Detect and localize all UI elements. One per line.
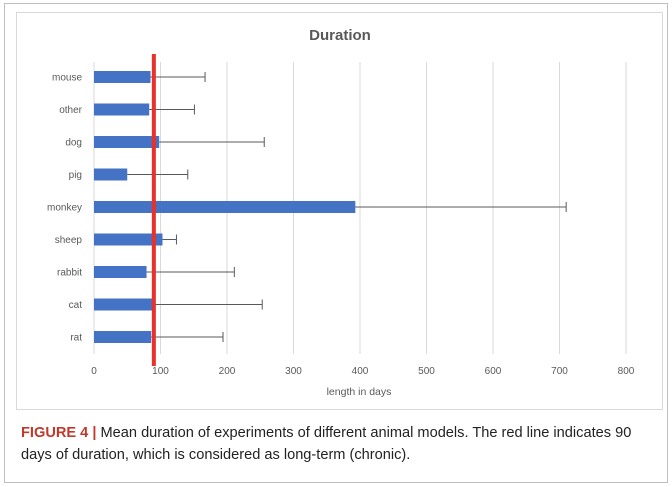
bar [94,266,147,278]
category-label: other [59,105,82,116]
bar [94,201,356,213]
bar [94,136,160,148]
caption-label: FIGURE 4 | [21,425,97,441]
category-label: rat [70,333,82,344]
bar [94,298,154,311]
category-label: mouse [52,73,82,84]
x-tick-label: 400 [352,366,369,377]
x-tick-label: 500 [418,366,435,377]
x-tick-label: 800 [618,366,635,377]
error-bars [127,72,567,342]
category-label: cat [69,300,83,311]
chart-area [16,12,663,410]
bar [94,331,152,343]
category-label: dog [65,138,82,149]
x-tick-label: 0 [91,366,97,377]
x-tick-label: 600 [485,366,502,377]
bar [94,103,150,116]
category-label: monkey [47,203,82,214]
x-tick-label: 700 [551,366,568,377]
x-tick-label: 100 [152,366,169,377]
category-label: sheep [55,235,83,246]
x-tick-label: 300 [285,366,302,377]
bar [94,71,151,83]
x-axis-label: length in days [327,386,392,398]
x-tick-labels: 0 100 200 300 400 500 600 700 800 [91,366,635,377]
bars [94,71,356,343]
chart-title: Duration [309,27,371,44]
category-labels: mouse other dog pig monkey sheep rabbit cat rat [47,73,83,344]
category-label: rabbit [57,268,82,279]
caption-text: Mean duration of experiments of differen… [21,425,632,463]
figure-caption: FIGURE 4 | Mean duration of experiments … [21,422,661,466]
category-label: pig [69,170,82,181]
bar [94,168,128,181]
x-tick-label: 200 [219,366,236,377]
bar [94,233,163,246]
